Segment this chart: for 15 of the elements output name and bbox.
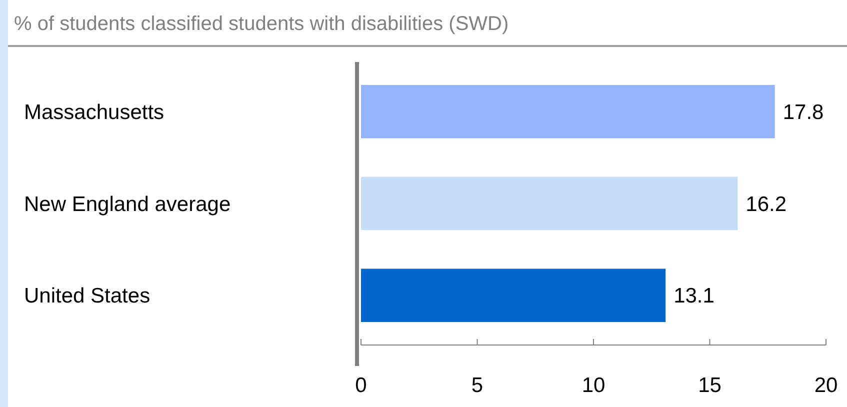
chart-title: % of students classified students with disabilities (SWD) — [14, 13, 509, 35]
y-tick-label: New England average — [24, 192, 231, 216]
x-tick-label: 20 — [814, 374, 838, 397]
y-tick-label: United States — [24, 284, 150, 308]
x-tick-label: 10 — [582, 374, 606, 397]
data-label: 13.1 — [674, 284, 714, 308]
bar — [361, 268, 666, 322]
data-label: 16.2 — [746, 192, 787, 216]
data-label: 17.8 — [782, 100, 824, 124]
x-tick-label: 15 — [698, 374, 722, 397]
x-tick-label: 0 — [355, 374, 367, 397]
bar — [361, 176, 738, 230]
y-tick-label: Massachusetts — [24, 100, 164, 124]
x-tick-label: 5 — [471, 374, 484, 397]
bar — [361, 84, 775, 138]
